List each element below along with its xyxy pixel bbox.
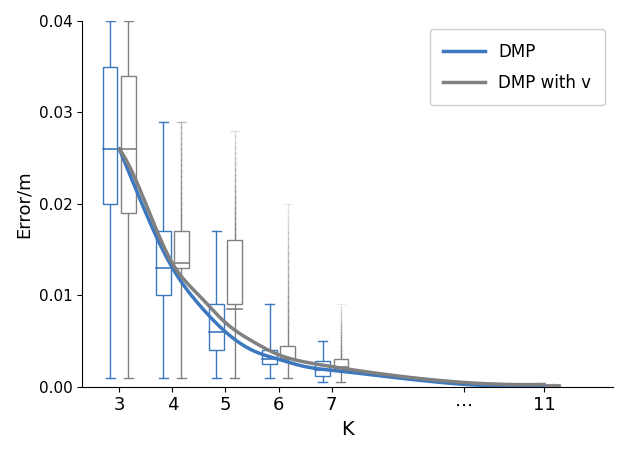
Bar — [263, 350, 277, 364]
Bar — [156, 231, 171, 295]
Bar — [315, 361, 330, 376]
Bar — [546, 385, 560, 386]
Y-axis label: Error/m: Error/m — [15, 170, 33, 238]
Legend: DMP, DMP with v: DMP, DMP with v — [430, 30, 605, 105]
Bar — [281, 345, 295, 359]
Bar — [209, 305, 224, 350]
Bar — [227, 241, 242, 305]
Bar — [174, 231, 188, 268]
Bar — [528, 385, 542, 386]
Bar — [121, 76, 136, 213]
Bar — [333, 359, 348, 369]
X-axis label: K: K — [341, 420, 354, 439]
Bar — [103, 67, 117, 204]
